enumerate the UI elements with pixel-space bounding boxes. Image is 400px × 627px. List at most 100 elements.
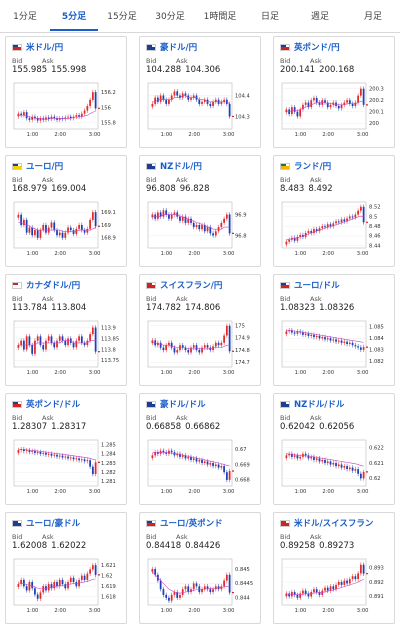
currency-pair-name[interactable]: 豪ドル/円 xyxy=(160,43,198,53)
currency-pair-name[interactable]: ユーロ/英ポンド xyxy=(160,519,223,529)
rate-card-header[interactable]: 英ポンド/ドル xyxy=(12,397,80,411)
mini-chart[interactable]: 0.67 0.669 0.668 1:00 2:00 3:00 xyxy=(146,438,256,500)
rate-card[interactable]: カナダドル/円 Bid Ask 113.784 113.804 113.9 113.85 11… xyxy=(5,274,127,386)
rate-card-header[interactable]: 米ドル/スイスフラン xyxy=(280,516,373,530)
quote-values: 0.89258 0.89273 xyxy=(280,541,358,551)
tab-timeframe-4[interactable]: 1時間足 xyxy=(203,12,237,22)
rate-card-header[interactable]: ユーロ/円 xyxy=(12,159,63,173)
mini-chart[interactable]: 175 174.9 174.8 174.7 1:00 2:00 3:00 xyxy=(146,319,256,381)
mini-chart[interactable]: 0.622 0.621 0.62 1:00 2:00 3:00 xyxy=(280,438,390,500)
mini-chart[interactable]: 113.9 113.85 113.8 113.75 1:00 2:00 3:00 xyxy=(12,319,122,381)
rate-card-header[interactable]: ランド/円 xyxy=(280,159,331,173)
currency-pair-name[interactable]: 英ポンド/ドル xyxy=(26,400,81,410)
candle xyxy=(168,212,170,222)
ask-label: Ask xyxy=(176,414,188,422)
bid-label: Bid xyxy=(146,57,157,65)
mini-chart[interactable]: 8.52 8.5 8.48 8.46 8.44 1:00 2:00 3:00 xyxy=(280,200,390,262)
currency-pair-name[interactable]: カナダドル/円 xyxy=(26,281,81,291)
mini-chart[interactable]: 104.4 104.3 1:00 2:00 3:00 xyxy=(146,81,256,143)
rate-card-header[interactable]: スイスフラン/円 xyxy=(146,278,222,292)
currency-pair-name[interactable]: ランド/円 xyxy=(294,162,332,172)
candle xyxy=(296,109,299,119)
rate-card[interactable]: NZドル/円 Bid Ask 96.808 96.828 96.9 96.8 1:00 2:00… xyxy=(139,155,261,267)
y-tick-label: 0.67 xyxy=(235,447,247,453)
mini-chart[interactable]: 156.2 156 155.8 1:00 2:00 3:00 xyxy=(12,81,122,143)
rate-card-header[interactable]: ユーロ/豪ドル xyxy=(12,516,80,530)
currency-pair-name[interactable]: 英ポンド/円 xyxy=(294,43,340,53)
candle xyxy=(348,576,351,586)
currency-pair-name[interactable]: 豪ドル/ドル xyxy=(160,400,206,410)
currency-pair-name[interactable]: ユーロ/豪ドル xyxy=(26,519,81,529)
rate-card[interactable]: 英ポンド/円 Bid Ask 200.141 200.168 200.3 200.2 200.… xyxy=(273,36,395,148)
currency-pair-name[interactable]: ユーロ/ドル xyxy=(294,281,340,291)
candle xyxy=(340,462,343,470)
candle xyxy=(86,457,89,464)
tab-timeframe-7[interactable]: 月足 xyxy=(363,12,382,22)
currency-pair-name[interactable]: 米ドル/スイスフラン xyxy=(294,519,374,529)
mini-chart[interactable]: 1.621 1.62 1.619 1.618 1:00 2:00 3:00 xyxy=(12,557,122,619)
currency-pair-name[interactable]: ユーロ/円 xyxy=(26,162,64,172)
mini-chart[interactable]: 1.085 1.084 1.083 1.082 1:00 2:00 3:00 xyxy=(280,319,390,381)
rate-card[interactable]: ランド/円 Bid Ask 8.483 8.492 8.52 8.5 8.48 8.46 8.44… xyxy=(273,155,395,267)
rate-card[interactable]: 米ドル/スイスフラン Bid Ask 0.89258 0.89273 0.893 0.892… xyxy=(273,512,395,624)
candle xyxy=(313,332,315,340)
rate-card-header[interactable]: ユーロ/英ポンド xyxy=(146,516,223,530)
rate-card-header[interactable]: 米ドル/円 xyxy=(12,40,63,54)
rate-card[interactable]: 豪ドル/ドル Bid Ask 0.66858 0.66862 0.67 0.669 0.668… xyxy=(139,393,261,505)
rate-card-header[interactable]: NZドル/円 xyxy=(146,159,202,173)
tab-timeframe-3[interactable]: 30分足 xyxy=(155,12,185,22)
candle xyxy=(25,447,28,454)
rate-card-header[interactable]: 豪ドル/円 xyxy=(146,40,197,54)
mini-chart[interactable]: 169.1 169 168.9 1:00 2:00 3:00 xyxy=(12,200,122,262)
y-tick-label: 169 xyxy=(101,223,111,229)
candle xyxy=(184,91,187,98)
mini-chart[interactable]: 96.9 96.8 1:00 2:00 3:00 xyxy=(146,200,256,262)
rate-card[interactable]: ユーロ/円 Bid Ask 168.979 169.004 169.1 169 168.9 1:… xyxy=(5,155,127,267)
candle xyxy=(296,453,299,461)
tab-timeframe-6[interactable]: 週足 xyxy=(310,12,329,22)
quote-labels: Bid Ask xyxy=(12,176,72,184)
candle xyxy=(45,222,47,235)
rate-card[interactable]: スイスフラン/円 Bid Ask 174.782 174.806 175 174.9 174.… xyxy=(139,274,261,386)
mini-chart[interactable]: 0.893 0.892 0.891 1:00 2:00 3:00 xyxy=(280,557,390,619)
tab-timeframe-2[interactable]: 15分足 xyxy=(107,12,137,22)
candle xyxy=(176,347,179,355)
tab-timeframe-5[interactable]: 日足 xyxy=(260,12,279,22)
currency-pair-name[interactable]: NZドル/円 xyxy=(160,162,202,172)
rate-card[interactable]: ユーロ/英ポンド Bid Ask 0.84418 0.84426 0.845 0.8445 0… xyxy=(139,512,261,624)
rate-card-header[interactable]: ユーロ/ドル xyxy=(280,278,340,292)
rate-card[interactable]: ユーロ/ドル Bid Ask 1.08323 1.08326 1.085 1.084 1.08… xyxy=(273,274,395,386)
bid-label: Bid xyxy=(12,533,23,541)
currency-pair-name[interactable]: NZドル/ドル xyxy=(294,400,345,410)
currency-pair-name[interactable]: スイスフラン/円 xyxy=(160,281,223,291)
mini-chart[interactable]: 200.3 200.2 200.1 200 1:00 2:00 3:00 xyxy=(280,81,390,143)
candle xyxy=(94,89,97,111)
candle xyxy=(225,469,228,483)
tab-timeframe-1[interactable]: 5分足 xyxy=(50,1,98,31)
mini-chart[interactable]: 0.845 0.8445 0.844 1:00 2:00 3:00 xyxy=(146,557,256,619)
quote-values: 0.66858 0.66862 xyxy=(146,422,224,432)
rate-card-header[interactable]: NZドル/ドル xyxy=(280,397,344,411)
candlestick-chart: 0.622 0.621 0.62 1:00 2:00 3:00 xyxy=(281,439,384,495)
quote-values: 1.62008 1.62022 xyxy=(12,541,90,551)
rate-card-header[interactable]: カナダドル/円 xyxy=(12,278,80,292)
ask-label: Ask xyxy=(176,176,188,184)
candle xyxy=(75,338,78,350)
quote-labels: Bid Ask xyxy=(280,414,340,422)
rate-card[interactable]: 米ドル/円 Bid Ask 155.985 155.998 156.2 156 155.8 1:… xyxy=(5,36,127,148)
rate-card[interactable]: 豪ドル/円 Bid Ask 104.288 104.306 104.4 104.3 1:00 2… xyxy=(139,36,261,148)
candle xyxy=(351,340,354,348)
tab-timeframe-0[interactable]: 1分足 xyxy=(13,12,37,22)
ask-label: Ask xyxy=(176,57,188,65)
candle xyxy=(337,579,340,588)
rate-card-header[interactable]: 英ポンド/円 xyxy=(280,40,340,54)
candle xyxy=(217,462,220,470)
rate-card[interactable]: 英ポンド/ドル Bid Ask 1.28307 1.28317 1.285 1.284 1.2… xyxy=(5,393,127,505)
mini-chart[interactable]: 1.285 1.284 1.283 1.282 1.281 1:00 2:00 3:00 xyxy=(12,438,122,500)
rate-card[interactable]: ユーロ/豪ドル Bid Ask 1.62008 1.62022 1.621 1.62 1.61… xyxy=(5,512,127,624)
rate-card[interactable]: NZドル/ドル Bid Ask 0.62042 0.62056 0.622 0.621 0.6… xyxy=(273,393,395,505)
y-tick-label: 1.283 xyxy=(101,461,116,467)
currency-pair-name[interactable]: 米ドル/円 xyxy=(26,43,64,53)
rate-card-header[interactable]: 豪ドル/ドル xyxy=(146,397,206,411)
candle xyxy=(357,344,359,350)
